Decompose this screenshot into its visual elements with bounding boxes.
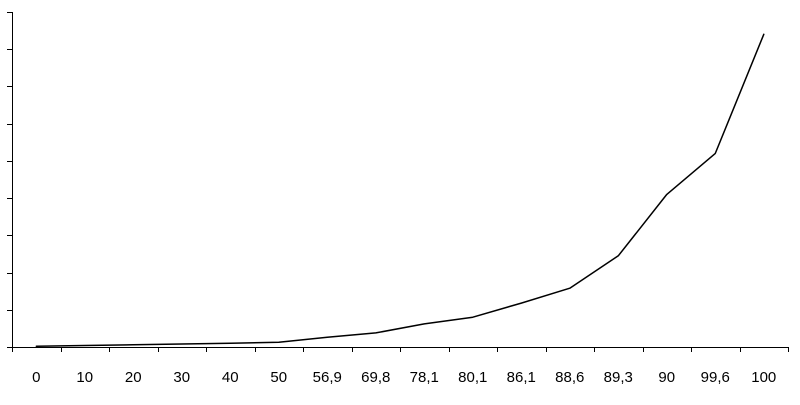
series-line <box>35 33 765 348</box>
x-tick-label: 90 <box>658 369 675 386</box>
x-tick-label: 69,8 <box>361 369 390 386</box>
x-tick-label: 10 <box>76 369 93 386</box>
series-group <box>35 33 765 348</box>
x-tick-label: 88,6 <box>555 369 584 386</box>
x-tick-label: 56,9 <box>313 369 342 386</box>
x-tick-labels: 0 10 20 30 40 50 56,9 69,8 78,1 80,1 86,1 88,6 89,3 9… <box>32 369 776 386</box>
x-tick-label: 86,1 <box>507 369 536 386</box>
x-tick-label: 20 <box>125 369 142 386</box>
x-tick-label: 0 <box>32 369 40 386</box>
x-tick-label: 80,1 <box>458 369 487 386</box>
x-tick-label: 50 <box>270 369 287 386</box>
x-axis <box>12 347 789 352</box>
y-axis <box>7 12 13 348</box>
x-tick-label: 89,3 <box>604 369 633 386</box>
x-tick-label: 99,6 <box>701 369 730 386</box>
x-tick-label: 30 <box>173 369 190 386</box>
x-tick-label: 78,1 <box>410 369 439 386</box>
x-tick-label: 40 <box>222 369 239 386</box>
x-tick-label: 100 <box>751 369 776 386</box>
